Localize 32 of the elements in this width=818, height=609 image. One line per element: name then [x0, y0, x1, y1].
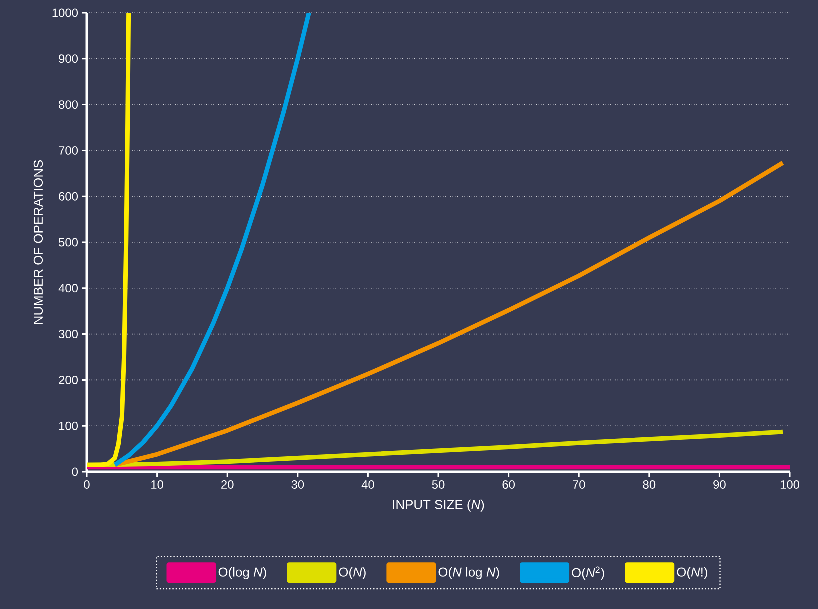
y-tick-label: 600	[59, 192, 78, 201]
y-tick-label: 500	[59, 238, 78, 247]
x-tick-label: 100	[780, 480, 800, 489]
y-tick-label: 900	[59, 54, 78, 64]
x-tick-label: 30	[292, 480, 304, 489]
line-series	[87, 12, 132, 468]
y-tick-label: 1000	[52, 8, 78, 18]
x-tick-label: 50	[432, 480, 445, 489]
legend-label: O(N!)	[677, 567, 708, 580]
x-tick-label: 40	[362, 480, 374, 489]
y-tick-label: 700	[59, 146, 78, 155]
x-tick-label: 0	[84, 480, 90, 489]
y-tick-label: 800	[59, 100, 78, 110]
legend-label: O(N)	[339, 567, 366, 580]
y-tick-label: 200	[59, 376, 78, 384]
x-tick-label: 80	[643, 480, 656, 489]
x-tick-label: 70	[573, 480, 586, 489]
legend-label: O(N$^{2}$)	[572, 566, 604, 580]
line-series	[112, 160, 786, 468]
x-axis-title: INPUT SIZE (N)	[393, 500, 484, 512]
x-tick-label: 60	[502, 480, 515, 489]
y-tick-label: 0	[72, 468, 78, 476]
y-tick-label: 100	[59, 422, 78, 430]
x-tick-label: 20	[222, 480, 234, 489]
y-tick-label: 400	[58, 284, 78, 293]
y-axis-title: NUMBER OF OPERATIONS	[34, 160, 44, 324]
x-tick-label: 10	[152, 480, 164, 489]
legend-label: O(N log N)	[438, 567, 500, 580]
line-series	[112, 12, 312, 468]
y-tick-label: 300	[58, 330, 78, 339]
legend-label: O(log N)	[218, 567, 266, 580]
x-tick-label: 90	[714, 480, 726, 489]
